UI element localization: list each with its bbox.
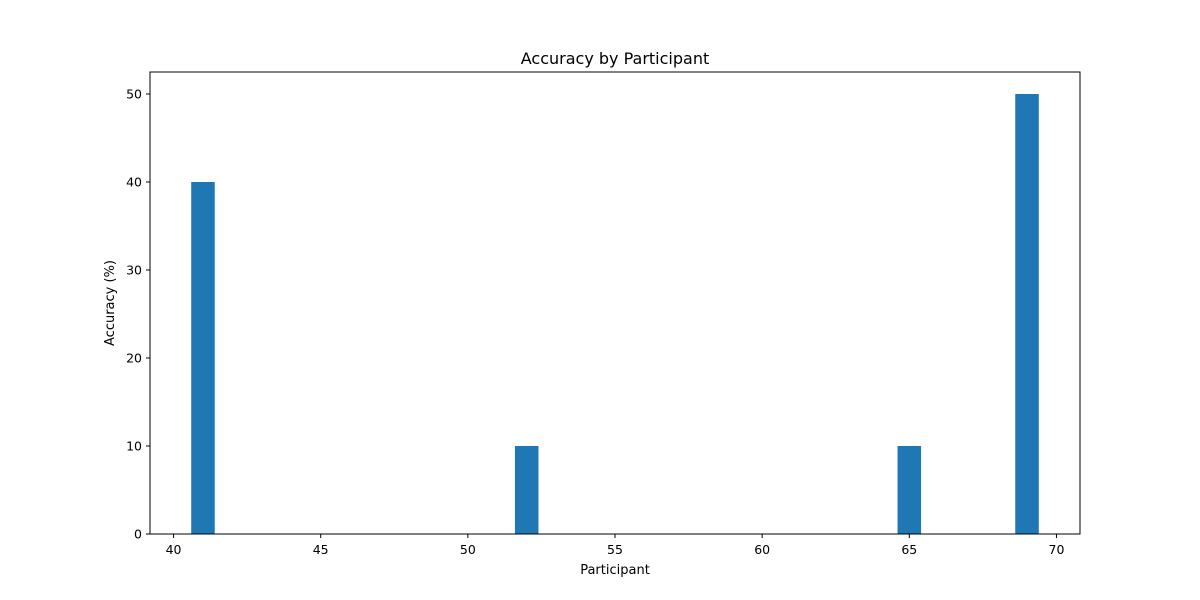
y-ticks-group: 0 10 20 30 40 50 (126, 87, 150, 542)
chart-title: Accuracy by Participant (521, 49, 710, 68)
y-tick-label: 10 (126, 439, 142, 454)
bar-41 (191, 182, 215, 534)
y-axis-label: Accuracy (%) (103, 260, 118, 346)
x-axis-label: Participant (580, 563, 650, 578)
x-ticks-group: 40 45 50 55 60 65 70 (166, 534, 1065, 557)
y-tick-label: 50 (126, 87, 142, 102)
x-tick-label: 50 (460, 542, 476, 557)
x-tick-label: 40 (166, 542, 182, 557)
x-tick-label: 65 (901, 542, 917, 557)
x-tick-label: 45 (313, 542, 329, 557)
y-tick-label: 30 (126, 263, 142, 278)
y-tick-label: 0 (134, 527, 142, 542)
bar-69 (1015, 94, 1039, 534)
bar-52 (514, 446, 539, 534)
plot-frame (149, 71, 1081, 535)
x-tick-label: 60 (754, 542, 770, 557)
y-tick-label: 20 (126, 351, 142, 366)
x-tick-label: 55 (607, 542, 623, 557)
y-tick-label: 40 (126, 175, 142, 190)
bar-65 (897, 446, 922, 534)
bars-group (191, 94, 1039, 534)
x-tick-label: 70 (1049, 542, 1065, 557)
